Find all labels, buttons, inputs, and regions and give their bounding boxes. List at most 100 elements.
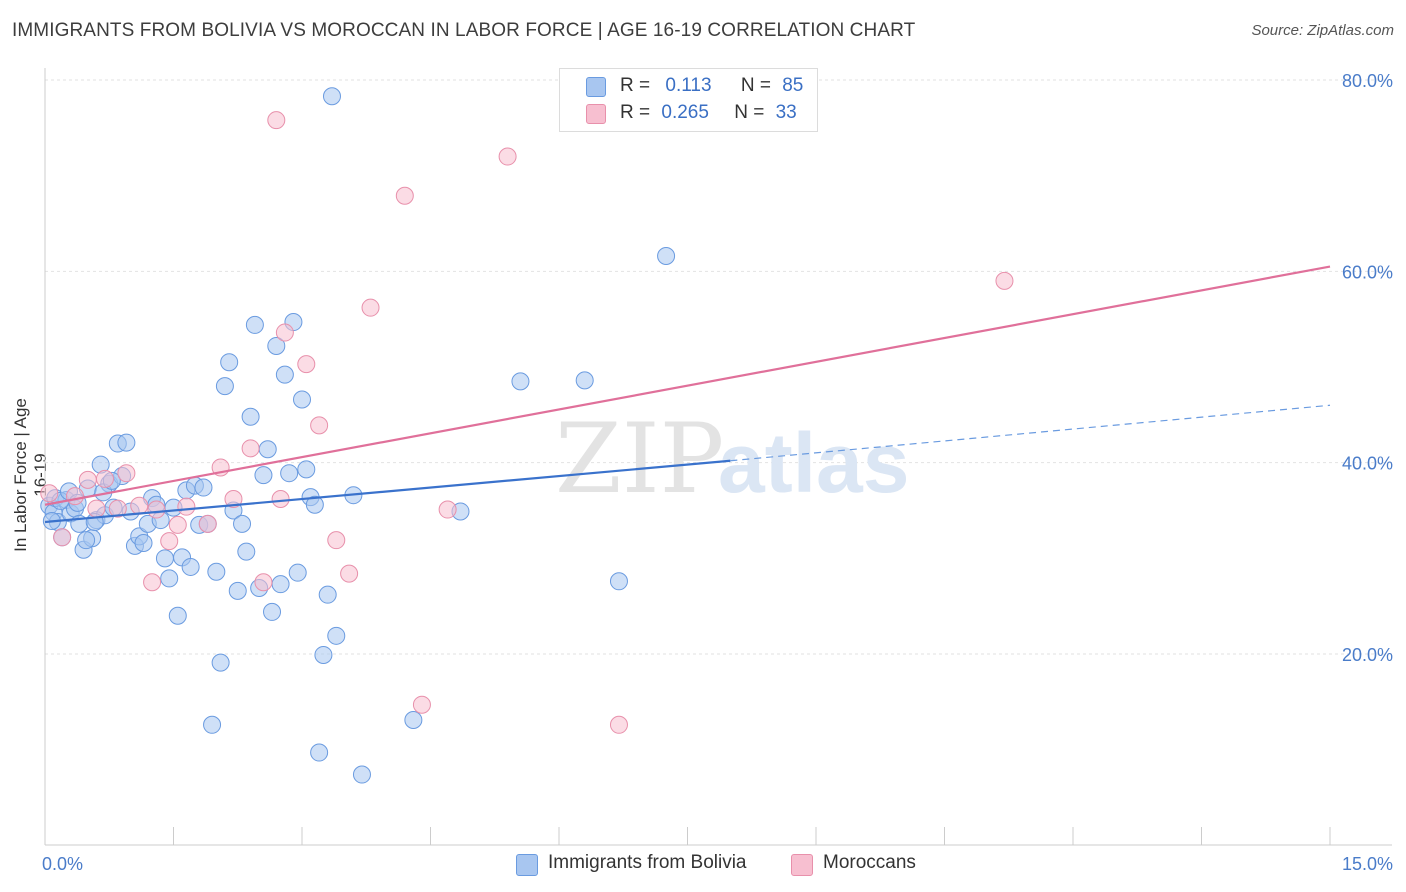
- source-label: Source: ZipAtlas.com: [1251, 22, 1394, 39]
- chart-title: IMMIGRANTS FROM BOLIVIA VS MOROCCAN IN L…: [12, 20, 916, 41]
- axes: [44, 68, 1392, 846]
- point-bolivia: [305, 495, 324, 514]
- point-moroccans: [78, 470, 97, 489]
- legend-swatch-bolivia: [586, 77, 606, 97]
- point-moroccans: [254, 573, 273, 592]
- point-bolivia: [245, 315, 264, 334]
- legend-n-value-bolivia: 85: [782, 75, 804, 96]
- point-bolivia: [228, 581, 247, 600]
- point-bolivia: [511, 372, 530, 391]
- trend-line-bolivia-extension: [730, 404, 1331, 462]
- point-bolivia: [168, 606, 187, 625]
- point-moroccans: [395, 186, 414, 205]
- point-bolivia: [155, 549, 174, 568]
- point-bolivia: [293, 390, 311, 409]
- watermark: ZIP atlas: [555, 403, 909, 515]
- legend-label-moroccans: Moroccans: [823, 852, 916, 873]
- point-moroccans: [310, 416, 329, 435]
- point-moroccans: [95, 469, 114, 488]
- point-moroccans: [53, 528, 72, 547]
- point-bolivia: [241, 407, 260, 426]
- point-moroccans: [87, 499, 106, 518]
- legend-n-value-moroccans: 33: [775, 102, 797, 123]
- point-bolivia: [194, 478, 213, 497]
- point-moroccans: [498, 147, 517, 166]
- y-tick-label: 20.0%: [1342, 645, 1393, 665]
- point-moroccans: [108, 499, 127, 518]
- point-bolivia: [160, 569, 179, 588]
- point-bolivia: [117, 433, 136, 452]
- point-moroccans: [361, 298, 380, 317]
- legend-label-bolivia: Immigrants from Bolivia: [548, 852, 747, 873]
- point-moroccans: [147, 500, 166, 519]
- point-bolivia: [318, 585, 337, 604]
- point-bolivia: [271, 575, 290, 594]
- trend-line-moroccans: [44, 265, 1331, 506]
- point-bolivia: [233, 514, 252, 533]
- point-bolivia: [77, 531, 96, 550]
- point-moroccans: [117, 464, 136, 483]
- legend-swatch-moroccans: [586, 104, 606, 124]
- y-tick-label: 80.0%: [1342, 71, 1393, 91]
- tick-labels: 20.0% 40.0% 60.0% 80.0% 0.0% 15.0%: [42, 71, 1393, 874]
- point-moroccans: [241, 439, 260, 458]
- point-bolivia: [327, 626, 346, 645]
- point-bolivia: [211, 653, 230, 672]
- x-tick-label: 0.0%: [42, 854, 83, 874]
- point-moroccans: [177, 497, 196, 516]
- legend-swatch-bolivia: [516, 854, 538, 876]
- point-bolivia: [609, 572, 628, 591]
- point-bolivia: [254, 466, 273, 485]
- legend-r-label: R =: [620, 75, 651, 96]
- y-tick-label: 60.0%: [1342, 262, 1393, 282]
- point-bolivia: [134, 534, 153, 553]
- point-bolivia: [280, 464, 299, 483]
- point-bolivia: [267, 336, 286, 355]
- watermark-zip: ZIP: [555, 403, 724, 515]
- legend-r-label: R =: [620, 102, 651, 123]
- point-bolivia: [203, 715, 222, 734]
- point-bolivia: [322, 87, 341, 106]
- trend-line-bolivia: [44, 459, 731, 524]
- point-moroccans: [65, 487, 84, 506]
- point-moroccans: [438, 500, 457, 519]
- point-bolivia: [220, 353, 239, 372]
- legend-r-value-bolivia: 0.113: [665, 75, 712, 96]
- stats-legend: R = 0.113 N = 85 R = 0.265 N = 33: [559, 68, 818, 132]
- point-bolivia: [404, 711, 423, 730]
- point-moroccans: [271, 490, 290, 509]
- point-moroccans: [327, 531, 346, 550]
- point-bolivia: [237, 542, 256, 561]
- point-moroccans: [198, 514, 217, 533]
- legend-r-value-moroccans: 0.265: [661, 102, 709, 123]
- point-bolivia: [297, 460, 316, 479]
- point-moroccans: [168, 515, 187, 534]
- point-moroccans: [224, 490, 243, 509]
- point-bolivia: [275, 365, 294, 384]
- point-bolivia: [258, 440, 277, 459]
- point-moroccans: [275, 323, 294, 342]
- y-tick-label: 40.0%: [1342, 454, 1393, 474]
- point-moroccans: [609, 715, 628, 734]
- point-moroccans: [160, 532, 179, 551]
- point-bolivia: [207, 562, 226, 581]
- grid-lines: [45, 79, 1392, 655]
- point-moroccans: [340, 564, 359, 583]
- watermark-atlas: atlas: [718, 416, 909, 510]
- point-bolivia: [575, 371, 594, 390]
- point-moroccans: [412, 695, 431, 714]
- point-bolivia: [314, 645, 333, 664]
- point-bolivia: [181, 557, 200, 576]
- point-bolivia: [215, 377, 234, 396]
- legend-n-label: N =: [740, 75, 771, 96]
- point-moroccans: [267, 111, 286, 130]
- point-bolivia: [263, 602, 282, 621]
- data-points: [40, 87, 1014, 784]
- point-bolivia: [352, 765, 371, 784]
- legend-n-label: N =: [734, 102, 765, 123]
- x-tick-label: 15.0%: [1342, 854, 1393, 874]
- point-bolivia: [657, 247, 676, 266]
- point-moroccans: [143, 573, 162, 592]
- trend-lines: [44, 265, 1331, 524]
